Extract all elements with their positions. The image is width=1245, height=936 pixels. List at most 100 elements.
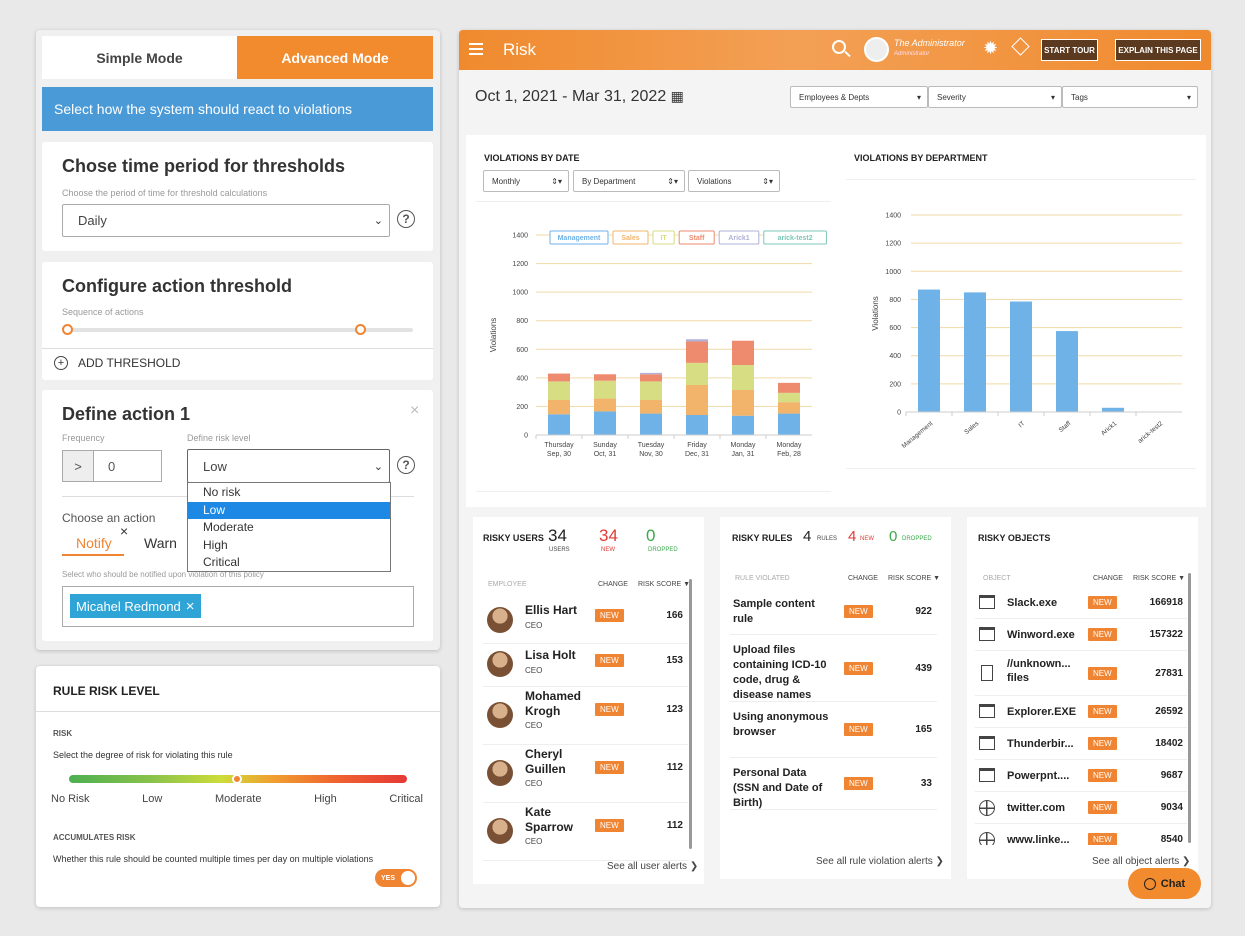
explain-page-button[interactable]: EXPLAIN THIS PAGE bbox=[1115, 39, 1201, 61]
y-tick-label: 200 bbox=[889, 381, 901, 388]
object-row[interactable]: //unknown... files NEW 27831 bbox=[975, 651, 1187, 696]
object-name: twitter.com bbox=[1007, 802, 1066, 814]
time-period-select[interactable]: Daily ⌄ bbox=[62, 204, 390, 237]
define-action-section: Define action 1 × Frequency Define risk … bbox=[42, 390, 433, 641]
level-high: High bbox=[314, 793, 337, 805]
bar-segment bbox=[548, 414, 570, 435]
calendar-icon[interactable]: ▦ bbox=[670, 88, 684, 104]
gear-icon[interactable]: ✹ bbox=[983, 38, 999, 58]
option-moderate[interactable]: Moderate bbox=[203, 520, 254, 534]
scrollbar[interactable] bbox=[1188, 573, 1191, 843]
risk-score: 157322 bbox=[1149, 629, 1183, 640]
user-row[interactable]: Lisa Holt CEO NEW 153 bbox=[483, 644, 688, 687]
option-low[interactable]: Low bbox=[188, 501, 390, 519]
bar-segment bbox=[686, 415, 708, 435]
risk-level-select[interactable]: Low ⌄ bbox=[187, 449, 390, 483]
object-row[interactable]: twitter.com NEW 9034 bbox=[975, 792, 1187, 824]
level-low: Low bbox=[142, 793, 163, 805]
search-icon[interactable] bbox=[832, 40, 851, 58]
object-row[interactable]: Powerpnt.... NEW 9687 bbox=[975, 760, 1187, 792]
notify-close-icon[interactable]: × bbox=[120, 523, 129, 539]
tags-filter[interactable]: Tags ▾ bbox=[1062, 86, 1198, 108]
user-row[interactable]: Mohamed Krogh CEO NEW 123 bbox=[483, 687, 688, 745]
object-row[interactable]: Slack.exe NEW 166918 bbox=[975, 587, 1187, 619]
threshold-track[interactable] bbox=[66, 328, 413, 332]
see-all-rule-alerts-link[interactable]: See all rule violation alerts ❯ bbox=[816, 856, 944, 867]
bar-segment bbox=[594, 398, 616, 412]
frequency-label: Frequency bbox=[62, 433, 105, 443]
rule-row[interactable]: Using anonymous browser NEW 165 bbox=[730, 702, 937, 758]
bar-segment bbox=[640, 400, 662, 414]
risky-users-title: RISKY USERS bbox=[483, 533, 544, 543]
x-tick-label: Friday bbox=[687, 442, 707, 449]
risk-level-label: Define risk level bbox=[187, 433, 251, 443]
col-rule-violated: RULE VIOLATED bbox=[735, 575, 790, 582]
rules-new-label: NEW bbox=[860, 536, 874, 542]
rule-row[interactable]: Sample content rule NEW 922 bbox=[730, 589, 937, 635]
risky-users-card: RISKY USERS 34 USERS 34 NEW 0 DROPPED EM… bbox=[473, 517, 704, 884]
risk-slider-handle[interactable] bbox=[232, 774, 242, 784]
simple-mode-tab[interactable]: Simple Mode bbox=[42, 36, 237, 79]
accumulates-toggle[interactable]: YES bbox=[375, 869, 417, 887]
col-risk-score[interactable]: RISK SCORE ▼ bbox=[888, 575, 941, 582]
avatar[interactable] bbox=[864, 37, 889, 62]
y-axis-label: Violations bbox=[489, 318, 498, 353]
help-icon[interactable]: ? bbox=[397, 456, 415, 474]
frequency-input[interactable]: 0 bbox=[94, 450, 162, 482]
x-tick-label: Sep, 30 bbox=[547, 451, 571, 458]
advanced-mode-tab[interactable]: Advanced Mode bbox=[237, 36, 433, 79]
grouping-select[interactable]: By Department ⇕▾ bbox=[573, 170, 685, 192]
object-row[interactable]: Explorer.EXE NEW 26592 bbox=[975, 696, 1187, 728]
help-icon[interactable]: ? bbox=[397, 210, 415, 228]
alert-diamond-icon[interactable] bbox=[1011, 37, 1030, 56]
rule-row[interactable]: Upload files containing ICD-10 code, dru… bbox=[730, 635, 937, 702]
option-critical[interactable]: Critical bbox=[203, 555, 240, 569]
frequency-operator[interactable]: > bbox=[62, 450, 94, 482]
option-no-risk[interactable]: No risk bbox=[203, 485, 241, 499]
option-high[interactable]: High bbox=[203, 537, 228, 552]
threshold-handle-start[interactable] bbox=[62, 324, 73, 335]
start-tour-button[interactable]: START TOUR bbox=[1041, 39, 1098, 61]
severity-filter[interactable]: Severity ▾ bbox=[928, 86, 1062, 108]
notify-tab-label: Notify bbox=[76, 535, 112, 551]
col-risk-score[interactable]: RISK SCORE ▼ bbox=[1133, 575, 1186, 582]
add-threshold-button[interactable]: + ADD THRESHOLD bbox=[54, 356, 180, 370]
rule-row[interactable]: Personal Data (SSN and Date of Birth) NEW… bbox=[730, 758, 937, 810]
object-row[interactable]: www.linke... NEW 8540 bbox=[975, 824, 1187, 845]
col-risk-score[interactable]: RISK SCORE ▼ bbox=[638, 581, 691, 588]
x-tick-label: Sunday bbox=[593, 442, 617, 449]
new-badge: NEW bbox=[595, 703, 624, 716]
user-role: Administrator bbox=[894, 51, 930, 57]
metric-select[interactable]: Violations ⇕▾ bbox=[688, 170, 780, 192]
bar-segment bbox=[640, 374, 662, 382]
x-tick-label: Management bbox=[901, 420, 935, 450]
new-badge: NEW bbox=[844, 661, 873, 675]
tab-warn[interactable]: Warn bbox=[144, 535, 177, 551]
close-icon[interactable]: × bbox=[410, 402, 420, 419]
scrollbar[interactable] bbox=[689, 579, 692, 849]
tab-notify[interactable]: Notify bbox=[62, 526, 124, 556]
user-row[interactable]: Cheryl Guillen CEO NEW 112 bbox=[483, 745, 688, 803]
user-row[interactable]: Ellis Hart CEO NEW 166 bbox=[483, 599, 688, 644]
date-range[interactable]: Oct 1, 2021 - Mar 31, 2022 ▦ bbox=[475, 88, 684, 106]
period-select[interactable]: Monthly ⇕▾ bbox=[483, 170, 569, 192]
remove-recipient-icon[interactable]: × bbox=[185, 597, 195, 615]
x-tick-label: Nov, 30 bbox=[639, 451, 663, 458]
chat-button[interactable]: Chat bbox=[1128, 868, 1201, 899]
y-tick-label: 1200 bbox=[885, 241, 901, 248]
see-all-user-alerts-link[interactable]: See all user alerts ❯ bbox=[607, 861, 699, 872]
new-badge: NEW bbox=[595, 819, 624, 832]
menu-icon[interactable] bbox=[469, 43, 483, 55]
object-row[interactable]: Thunderbir... NEW 18402 bbox=[975, 728, 1187, 760]
bar bbox=[1010, 301, 1032, 412]
recipients-field[interactable]: Micahel Redmond × bbox=[62, 586, 414, 627]
risky-rules-title: RISKY RULES bbox=[732, 533, 793, 543]
user-row[interactable]: Kate Sparrow CEO NEW 112 bbox=[483, 803, 688, 861]
users-new-count: 34 bbox=[599, 526, 618, 545]
col-change: CHANGE bbox=[1093, 575, 1123, 582]
employees-depts-filter[interactable]: Employees & Depts ▾ bbox=[790, 86, 928, 108]
see-all-object-alerts-link[interactable]: See all object alerts ❯ bbox=[1092, 856, 1191, 867]
user-name: Mohamed Krogh bbox=[525, 689, 582, 718]
threshold-handle-end[interactable] bbox=[355, 324, 366, 335]
object-row[interactable]: Winword.exe NEW 157322 bbox=[975, 619, 1187, 651]
